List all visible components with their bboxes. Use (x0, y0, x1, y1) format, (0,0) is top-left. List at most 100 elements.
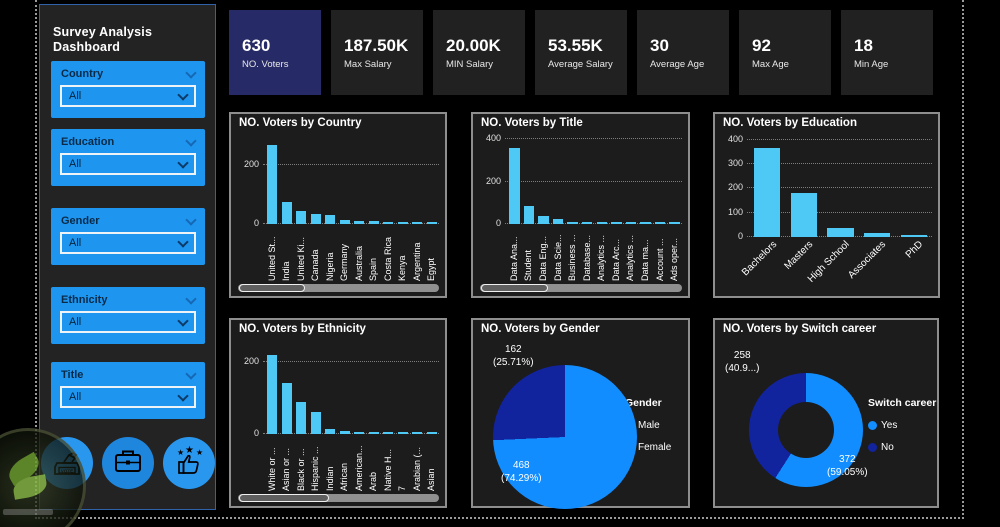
bar-account-[interactable] (654, 222, 666, 224)
chart-scrollbar[interactable] (238, 284, 439, 292)
chevron-down-icon[interactable] (177, 156, 189, 169)
bars-row (265, 139, 439, 224)
filter-dropdown-ethnicity[interactable]: All (60, 311, 196, 333)
bar-slot (749, 139, 786, 237)
bar-analytics-[interactable] (625, 222, 637, 224)
chevron-down-icon[interactable] (185, 213, 197, 226)
x-axis-label-slot: Costa Rica (381, 224, 396, 281)
bar-canada[interactable] (310, 214, 321, 224)
chevron-down-icon[interactable] (185, 134, 197, 147)
chart-scrollbar[interactable] (238, 494, 439, 502)
kpi-card-min-age: 18 Min Age (841, 10, 933, 95)
y-axis-tick-label: 400 (727, 133, 743, 144)
bar-7[interactable] (397, 432, 408, 434)
bar-ads-oper-[interactable] (669, 222, 680, 224)
sidebar-button-thumbs-up-stars[interactable]: ★ ★ ★ (162, 437, 215, 489)
filter-card-title[interactable]: Title All (51, 362, 205, 419)
legend-item-yes[interactable]: Yes (868, 420, 932, 431)
panel-voters-by-title: NO. Voters by Title 0 200 400 Data Ana... St… (471, 112, 690, 298)
chevron-down-icon[interactable] (177, 235, 189, 248)
bar-masters[interactable] (790, 192, 818, 237)
bar-kenya[interactable] (397, 222, 408, 224)
kpi-label: MIN Salary (446, 58, 493, 70)
dashboard-title: Survey Analysis Dashboard (53, 25, 153, 54)
x-axis-label-slot: American... (352, 434, 367, 491)
bar-data-eng-[interactable] (538, 215, 549, 224)
bar-native-h-[interactable] (383, 432, 394, 434)
bar-white-or-[interactable] (267, 354, 278, 434)
bar-slot (280, 345, 295, 434)
bar-arabian-[interactable] (412, 432, 423, 434)
bar-arab[interactable] (368, 432, 379, 434)
legend-label: No (881, 442, 894, 453)
bar-plot-area: 0 200 (237, 135, 440, 228)
bar-argentina[interactable] (412, 222, 423, 224)
filter-dropdown-gender[interactable]: All (60, 232, 196, 254)
x-axis-label-slot: PhD (895, 237, 932, 293)
bar-spain[interactable] (368, 221, 379, 224)
bar-indian[interactable] (325, 428, 336, 434)
bar-united-ki-[interactable] (296, 211, 307, 224)
kpi-card-no-voters: 630 NO. Voters (229, 10, 321, 95)
sidebar-button-vote-ballot[interactable]: VOTE (40, 437, 93, 489)
legend-item-no[interactable]: No (868, 442, 932, 453)
kpi-label: Average Age (650, 58, 705, 70)
bar-egypt[interactable] (426, 222, 437, 224)
sidebar-button-briefcase[interactable] (101, 437, 154, 489)
x-axis-label-slot: Germany (338, 224, 353, 281)
chevron-down-icon[interactable] (177, 88, 189, 101)
bar-african[interactable] (339, 431, 350, 434)
briefcase-icon (110, 443, 146, 484)
bar-australia[interactable] (354, 221, 365, 224)
bar-chart-country: 0 200 United St... India United Ki... Canada N… (237, 135, 440, 293)
filter-dropdown-education[interactable]: All (60, 153, 196, 175)
bar-hispanic-[interactable] (310, 411, 321, 434)
chart-scrollbar-thumb[interactable] (239, 494, 330, 502)
bar-database-[interactable] (581, 222, 593, 224)
chevron-down-icon[interactable] (177, 389, 189, 402)
bar-bachelors[interactable] (754, 148, 781, 237)
svg-text:★: ★ (177, 448, 184, 457)
chevron-down-icon[interactable] (185, 367, 197, 380)
x-axis-label: Analytics ... (626, 234, 636, 281)
filter-dropdown-title[interactable]: All (60, 386, 196, 408)
thumbs-up-stars-icon: ★ ★ ★ (170, 442, 208, 485)
filter-card-country[interactable]: Country All (51, 61, 205, 118)
chart-scrollbar[interactable] (480, 284, 682, 292)
x-axis-labels: Bachelors Masters High School Associates PhD (740, 237, 932, 293)
bar-united-st-[interactable] (267, 144, 278, 224)
bar-india[interactable] (281, 201, 292, 224)
chevron-down-icon[interactable] (185, 66, 197, 79)
filter-card-education[interactable]: Education All (51, 129, 205, 186)
bar-germany[interactable] (339, 219, 350, 224)
bar-data-ana-[interactable] (509, 148, 520, 224)
bar-slot (265, 345, 280, 434)
chart-scrollbar-thumb[interactable] (481, 284, 548, 292)
bar-data-scie-[interactable] (552, 218, 564, 224)
bar-american-[interactable] (354, 431, 365, 434)
bar-asian-or-[interactable] (281, 382, 292, 434)
bar-phd[interactable] (900, 235, 927, 237)
pie-graphic[interactable] (493, 365, 637, 509)
bar-nigeria[interactable] (325, 214, 336, 224)
bar-business-[interactable] (567, 221, 578, 224)
filter-dropdown-country[interactable]: All (60, 85, 196, 107)
x-axis-label: Spain (369, 257, 379, 281)
filter-card-gender[interactable]: Gender All (51, 208, 205, 265)
chevron-down-icon[interactable] (177, 314, 189, 327)
x-axis-label-slot: Data Eng... (536, 224, 551, 281)
bar-slot (381, 345, 396, 434)
bar-asian[interactable] (426, 432, 437, 434)
y-axis-tick-label: 300 (727, 158, 743, 169)
chart-scrollbar-thumb[interactable] (239, 284, 306, 292)
bar-high-school[interactable] (827, 228, 854, 237)
filter-card-ethnicity[interactable]: Ethnicity All (51, 287, 205, 344)
bar-black-or-[interactable] (296, 401, 307, 434)
bar-analytics-[interactable] (596, 222, 607, 224)
bar-data-ma-[interactable] (640, 222, 651, 224)
bar-associates[interactable] (863, 232, 891, 237)
bar-student[interactable] (523, 205, 535, 224)
chevron-down-icon[interactable] (185, 292, 197, 305)
bar-costa-rica[interactable] (383, 221, 394, 224)
bar-data-arc-[interactable] (611, 222, 622, 224)
